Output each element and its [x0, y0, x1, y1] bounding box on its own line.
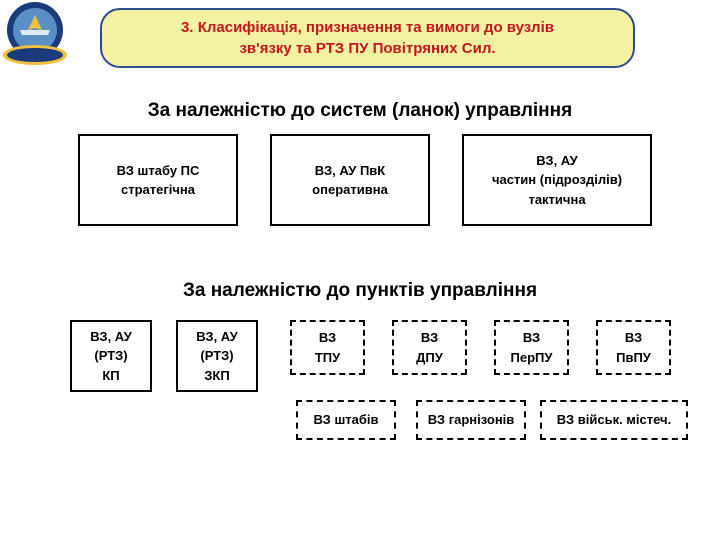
box-tpu: ВЗ ТПУ — [290, 320, 365, 375]
box-line: стратегічна — [121, 180, 195, 200]
box-line: ВЗ — [523, 328, 540, 348]
box-line: ВЗ штабів — [313, 410, 378, 430]
box-line: КП — [102, 366, 119, 386]
box-dpu: ВЗ ДПУ — [392, 320, 467, 375]
box-line: ВЗ гарнізонів — [428, 410, 515, 430]
header-banner: 3. Класифікація, призначення та вимоги д… — [100, 8, 635, 68]
box-zkp: ВЗ, АУ (РТЗ) ЗКП — [176, 320, 258, 392]
box-line: (РТЗ) — [200, 346, 233, 366]
box-pvpu: ВЗ ПвПУ — [596, 320, 671, 375]
box-perpu: ВЗ ПерПУ — [494, 320, 569, 375]
box-line: оперативна — [312, 180, 388, 200]
box-line: ВЗ — [421, 328, 438, 348]
box-line: ВЗ, АУ — [90, 327, 132, 347]
box-line: ВЗ військ. містеч. — [557, 410, 671, 430]
box-operative: ВЗ, АУ ПвК оперативна — [270, 134, 430, 226]
box-line: частин (підрозділів) — [492, 170, 622, 190]
box-strategic: ВЗ штабу ПС стратегічна — [78, 134, 238, 226]
box-line: ПерПУ — [511, 348, 553, 368]
box-kp: ВЗ, АУ (РТЗ) КП — [70, 320, 152, 392]
box-line: ВЗ — [625, 328, 642, 348]
box-line: ЗКП — [204, 366, 229, 386]
box-line: тактична — [528, 190, 585, 210]
box-garnizoniv: ВЗ гарнізонів — [416, 400, 526, 440]
header-line-2: зв'язку та РТЗ ПУ Повітряних Сил. — [239, 38, 495, 59]
box-tactical: ВЗ, АУ частин (підрозділів) тактична — [462, 134, 652, 226]
box-mistech: ВЗ військ. містеч. — [540, 400, 688, 440]
header-line-1: 3. Класифікація, призначення та вимоги д… — [181, 17, 554, 38]
box-line: ВЗ штабу ПС — [117, 161, 200, 181]
box-line: ВЗ — [319, 328, 336, 348]
box-line: ПвПУ — [616, 348, 651, 368]
section2-title: За належністю до пунктів управління — [0, 280, 720, 302]
box-line: (РТЗ) — [94, 346, 127, 366]
box-line: ДПУ — [416, 348, 443, 368]
box-line: ВЗ, АУ ПвК — [315, 161, 385, 181]
box-line: ВЗ, АУ — [536, 151, 578, 171]
box-line: ВЗ, АУ — [196, 327, 238, 347]
section1-title: За належністю до систем (ланок) управлін… — [0, 100, 720, 122]
box-line: ТПУ — [315, 348, 340, 368]
box-shtabiv: ВЗ штабів — [296, 400, 396, 440]
emblem-badge — [0, 0, 70, 70]
